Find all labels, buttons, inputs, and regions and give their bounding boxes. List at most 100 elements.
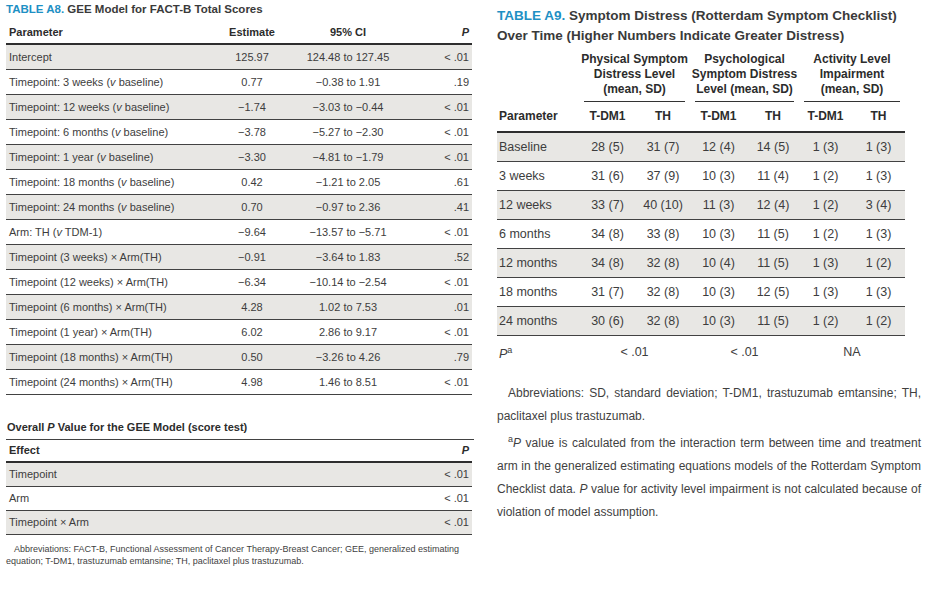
p-row-label: Pa <box>497 336 579 369</box>
value-cell: 1 (3) <box>852 132 905 162</box>
overall-header-row: Effect P <box>6 440 472 462</box>
table-row: Timepoint: 18 months (v baseline)0.42−1.… <box>6 170 472 195</box>
p-cell: .79 <box>414 345 472 370</box>
group-header-activity: Activity Level Impairment (mean, SD) <box>799 52 905 102</box>
p-cell: < .01 <box>414 320 472 345</box>
table-row: Timepoint (18 months) × Arm(TH)0.50−3.26… <box>6 345 472 370</box>
p-cell: < .01 <box>406 462 472 487</box>
value-cell: 10 (3) <box>690 278 747 307</box>
p-cell: .19 <box>414 70 472 95</box>
ci-cell: 124.48 to 127.45 <box>282 44 414 70</box>
table-a8-caption: GEE Model for FACT-B Total Scores <box>67 3 262 15</box>
value-cell: 1 (3) <box>799 249 852 278</box>
table-a9-label: TABLE A9. <box>497 8 565 23</box>
table-row: Arm: TH (v TDM-1)−9.64−13.57 to −5.71< .… <box>6 220 472 245</box>
parameter-cell: 24 months <box>497 307 579 336</box>
col-header-th: TH <box>636 102 690 132</box>
estimate-cell: 0.50 <box>222 345 282 370</box>
col-header-p: P <box>414 22 472 44</box>
value-cell: 28 (5) <box>579 132 636 162</box>
table-row: 3 weeks31 (6)37 (9)10 (3)11 (4)1 (2)1 (3… <box>497 162 905 191</box>
value-cell: 12 (4) <box>747 191 799 220</box>
col-header-overall-p: P <box>406 440 472 462</box>
parameter-cell: 12 months <box>497 249 579 278</box>
ci-cell: −3.26 to 4.26 <box>282 345 414 370</box>
parameter-cell: Timepoint (18 months) × Arm(TH) <box>6 345 222 370</box>
parameter-cell: Timepoint: 24 months (v baseline) <box>6 195 222 220</box>
value-cell: 1 (3) <box>852 278 905 307</box>
table-row: Timepoint: 3 weeks (v baseline)0.77−0.38… <box>6 70 472 95</box>
col-header-ci: 95% CI <box>282 22 414 44</box>
p-cell: < .01 <box>406 511 472 535</box>
gee-model-table: Parameter Estimate 95% CI P Intercept125… <box>6 22 472 395</box>
parameter-cell: Timepoint: 12 weeks (v baseline) <box>6 95 222 120</box>
col-header-tdm1: T-DM1 <box>690 102 747 132</box>
parameter-cell: Timepoint (1 year) × Arm(TH) <box>6 320 222 345</box>
value-cell: 12 (5) <box>747 278 799 307</box>
value-cell: 10 (3) <box>690 220 747 249</box>
p-value-row: Pa < .01 < .01 NA <box>497 336 905 369</box>
p-cell: < .01 <box>414 44 472 70</box>
estimate-cell: −3.30 <box>222 145 282 170</box>
value-cell: 10 (3) <box>690 162 747 191</box>
estimate-cell: −0.91 <box>222 245 282 270</box>
value-cell: 31 (6) <box>579 162 636 191</box>
estimate-cell: 0.70 <box>222 195 282 220</box>
symptom-distress-table: Physical Symptom Distress Level (mean, S… <box>497 52 905 368</box>
col-header-effect: Effect <box>6 440 406 462</box>
estimate-cell: 4.28 <box>222 295 282 320</box>
table-a8-title: TABLE A8. GEE Model for FACT-B Total Sco… <box>6 2 474 17</box>
value-cell: 3 (4) <box>852 191 905 220</box>
group-header-empty <box>497 52 579 102</box>
table-a9-title: TABLE A9. Symptom Distress (Rotterdam Sy… <box>497 6 921 46</box>
estimate-cell: −3.78 <box>222 120 282 145</box>
parameter-cell: Timepoint (24 months) × Arm(TH) <box>6 370 222 395</box>
effect-cell: Timepoint × Arm <box>6 511 406 535</box>
table-a8-panel: TABLE A8. GEE Model for FACT-B Total Sco… <box>6 2 474 567</box>
overall-p-table: Effect P Timepoint< .01 Arm< .01 Timepoi… <box>6 440 472 535</box>
estimate-cell: −6.34 <box>222 270 282 295</box>
table-row: Timepoint (1 year) × Arm(TH)6.022.86 to … <box>6 320 472 345</box>
value-cell: 11 (5) <box>747 249 799 278</box>
p-value-psychological: < .01 <box>690 336 799 369</box>
parameter-cell: 6 months <box>497 220 579 249</box>
p-value-physical: < .01 <box>579 336 690 369</box>
table-row: Timepoint × Arm< .01 <box>6 511 472 535</box>
value-cell: 32 (8) <box>636 278 690 307</box>
value-cell: 1 (2) <box>799 307 852 336</box>
col-header-th: TH <box>852 102 905 132</box>
value-cell: 10 (3) <box>690 307 747 336</box>
value-cell: 10 (4) <box>690 249 747 278</box>
parameter-cell: Timepoint (6 months) × Arm(TH) <box>6 295 222 320</box>
parameter-cell: Intercept <box>6 44 222 70</box>
effect-cell: Timepoint <box>6 462 406 487</box>
value-cell: 37 (9) <box>636 162 690 191</box>
parameter-cell: Timepoint: 6 months (v baseline) <box>6 120 222 145</box>
col-header-parameter: Parameter <box>6 22 222 44</box>
table-a9-footnotes: Abbreviations: SD, standard deviation; T… <box>497 382 921 524</box>
parameter-cell: 3 weeks <box>497 162 579 191</box>
col-header-tdm1: T-DM1 <box>579 102 636 132</box>
group-header-row: Physical Symptom Distress Level (mean, S… <box>497 52 905 102</box>
p-cell: < .01 <box>414 370 472 395</box>
parameter-cell: Baseline <box>497 132 579 162</box>
table-row: 6 months34 (8)33 (8)10 (3)11 (5)1 (2)1 (… <box>497 220 905 249</box>
value-cell: 1 (3) <box>852 162 905 191</box>
estimate-cell: 125.97 <box>222 44 282 70</box>
group-header-physical: Physical Symptom Distress Level (mean, S… <box>579 52 690 102</box>
value-cell: 1 (3) <box>852 220 905 249</box>
value-cell: 1 (2) <box>799 191 852 220</box>
p-cell: < .01 <box>414 220 472 245</box>
p-value-footnote: aP value is calculated from the interact… <box>497 428 921 524</box>
table-row: Intercept125.97124.48 to 127.45< .01 <box>6 44 472 70</box>
table-row: Timepoint (24 months) × Arm(TH)4.981.46 … <box>6 370 472 395</box>
value-cell: 33 (8) <box>636 220 690 249</box>
ci-cell: −1.21 to 2.05 <box>282 170 414 195</box>
table-a8-label: TABLE A8. <box>6 3 64 15</box>
value-cell: 40 (10) <box>636 191 690 220</box>
col-header-th: TH <box>747 102 799 132</box>
parameter-cell: 18 months <box>497 278 579 307</box>
table-row: Timepoint: 6 months (v baseline)−3.78−5.… <box>6 120 472 145</box>
journal-appendix-page: TABLE A8. GEE Model for FACT-B Total Sco… <box>0 0 931 592</box>
table-row: Timepoint: 24 months (v baseline)0.70−0.… <box>6 195 472 220</box>
